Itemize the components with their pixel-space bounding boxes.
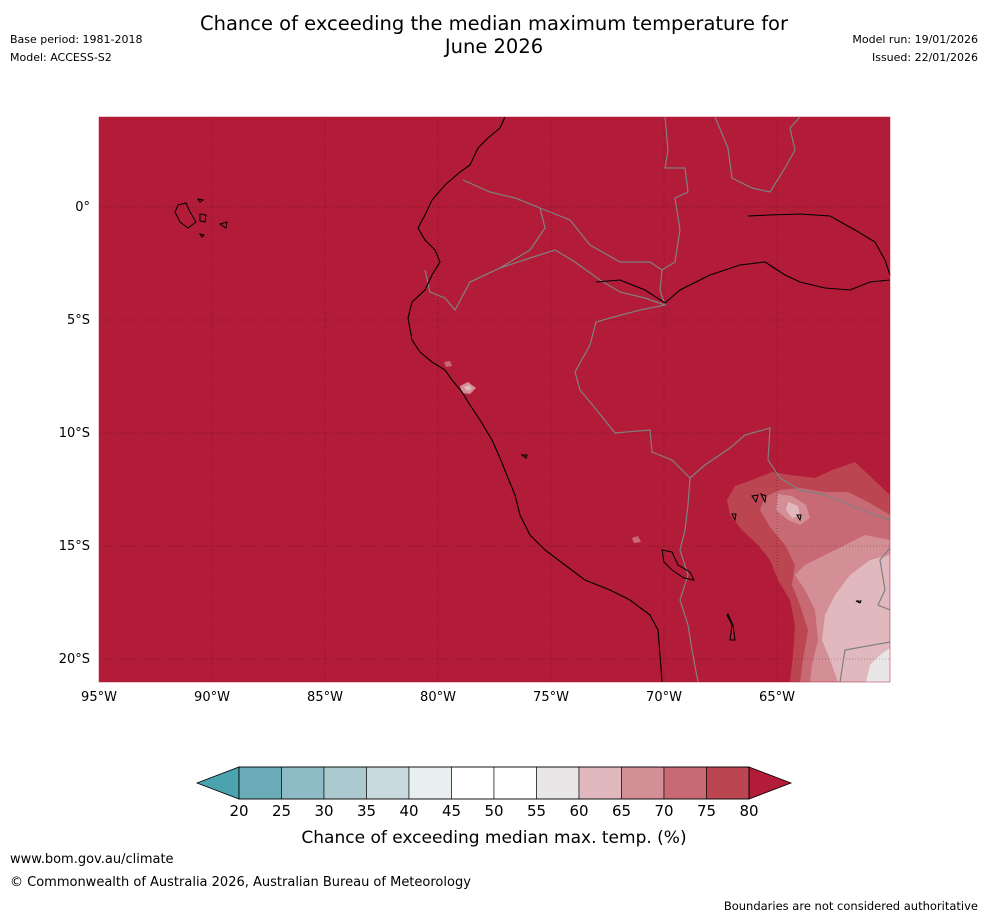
colorbar-segment [663,766,707,800]
island-river-1 [520,454,528,459]
lon-label-90w: 90°W [194,690,230,705]
contour-55 [866,648,890,682]
lat-label-20s: 20°S [59,652,90,667]
border-colombia-venezuela [539,207,666,306]
colorbar-tick-label: 75 [697,802,716,820]
contour-coast-spot [444,361,452,367]
colorbar-tick-label: 35 [357,802,376,820]
country-borders [424,116,891,683]
colorbar-segment [408,766,452,800]
galapagos-island-5 [196,198,205,203]
coast-caribbean [747,213,891,276]
lon-label-70w: 70°W [646,690,682,705]
colorbar-tick-label: 25 [272,802,291,820]
lake-poopo [726,613,736,641]
galapagos-island-4 [198,233,205,238]
colorbar-tick-label: 20 [229,802,248,820]
model-run: Model run: 19/01/2026 [852,33,978,46]
colorbar-tick-labels: 20 25 30 35 40 45 50 55 60 65 70 75 80 [229,802,758,820]
galapagos-island-2 [199,213,207,223]
header-left: Base period: 1981-2018 Model: ACCESS-S2 [10,31,142,67]
border-bolivia-brazil [689,427,891,521]
title-line-2: June 2026 [444,35,544,58]
border-peru-north [469,249,691,551]
colorbar-tick-label: 60 [569,802,588,820]
lat-label-10s: 10°S [59,426,90,441]
colorbar-segment [578,766,622,800]
lake-bolivia-4 [796,514,802,522]
lake-bolivia-2 [759,493,767,504]
map-panel [99,117,890,682]
lake-bolivia-1 [751,494,759,504]
colorbar-segment [706,766,750,800]
border-brazil-venezuela [661,116,689,271]
contour-60 [822,555,890,682]
colorbar-segment [451,766,495,800]
colorbar-tick-label: 70 [654,802,673,820]
colorbar-segment [493,766,537,800]
colorbar-tick-label: 30 [314,802,333,820]
lake-titicaca [661,549,695,581]
colorbar-tick-label: 50 [484,802,503,820]
contour-small-spot [632,536,641,543]
border-south [839,641,891,683]
lon-label-95w: 95°W [81,690,117,705]
galapagos-island-1 [174,202,197,229]
border-colombia-ecuador [424,179,546,312]
lat-label-0: 0° [75,200,90,215]
header-right: Model run: 19/01/2026 Issued: 22/01/2026 [852,31,978,67]
border-venezuela-guyana [714,116,801,193]
coast-amazon-river [595,261,891,304]
contour-60-patch [786,502,800,518]
colorbar-tick-label: 55 [527,802,546,820]
probability-contours [444,361,890,682]
title-line-1: Chance of exceeding the median maximum t… [199,12,789,35]
contour-peru-spot-inner [464,385,472,391]
coastlines [407,116,891,683]
footer-copyright: © Commonwealth of Australia 2026, Austra… [10,875,471,890]
map-frame [98,116,891,683]
border-bolivia-chile [679,549,699,683]
colorbar-segment [621,766,665,800]
colorbar-title: Chance of exceeding median max. temp. (%… [301,828,686,848]
colorbar: 20 25 30 35 40 45 50 55 60 65 70 75 80 Chance of exc… [195,766,793,848]
footer-boundary-note: Boundaries are not considered authoritat… [723,899,978,913]
colorbar-outline [238,766,750,800]
colorbar-tick-label: 45 [442,802,461,820]
lat-label-15s: 15°S [59,539,90,554]
colorbar-segment [536,766,580,800]
colorbar-tick-label: 40 [399,802,418,820]
coast-pacific [407,116,663,683]
colorbar-high-arrow [748,766,793,800]
lat-label-5s: 5°S [67,313,90,328]
colorbar-tick-label: 80 [739,802,758,820]
graticule [99,117,890,682]
map-title: Chance of exceeding the median maximum t… [0,12,988,58]
model-name: Model: ACCESS-S2 [10,51,112,64]
colorbar-segments [238,766,750,800]
base-period: Base period: 1981-2018 [10,33,143,46]
footer-website: www.bom.gov.au/climate [10,852,174,867]
border-bolivia-paraguay [877,547,891,611]
lon-label-75w: 75°W [533,690,569,705]
colorbar-segment [238,766,282,800]
issued-date: Issued: 22/01/2026 [871,51,978,64]
lon-label-80w: 80°W [420,690,456,705]
lon-label-65w: 65°W [759,690,795,705]
colorbar-low-arrow [195,766,240,800]
colorbar-segment [281,766,325,800]
colorbar-tick-label: 65 [612,802,631,820]
islands [174,198,862,641]
island-river-2 [855,600,862,604]
colorbar-segment [323,766,367,800]
colorbar-segment [366,766,410,800]
lake-bolivia-3 [731,513,737,522]
lon-label-85w: 85°W [307,690,343,705]
galapagos-island-3 [218,221,228,229]
